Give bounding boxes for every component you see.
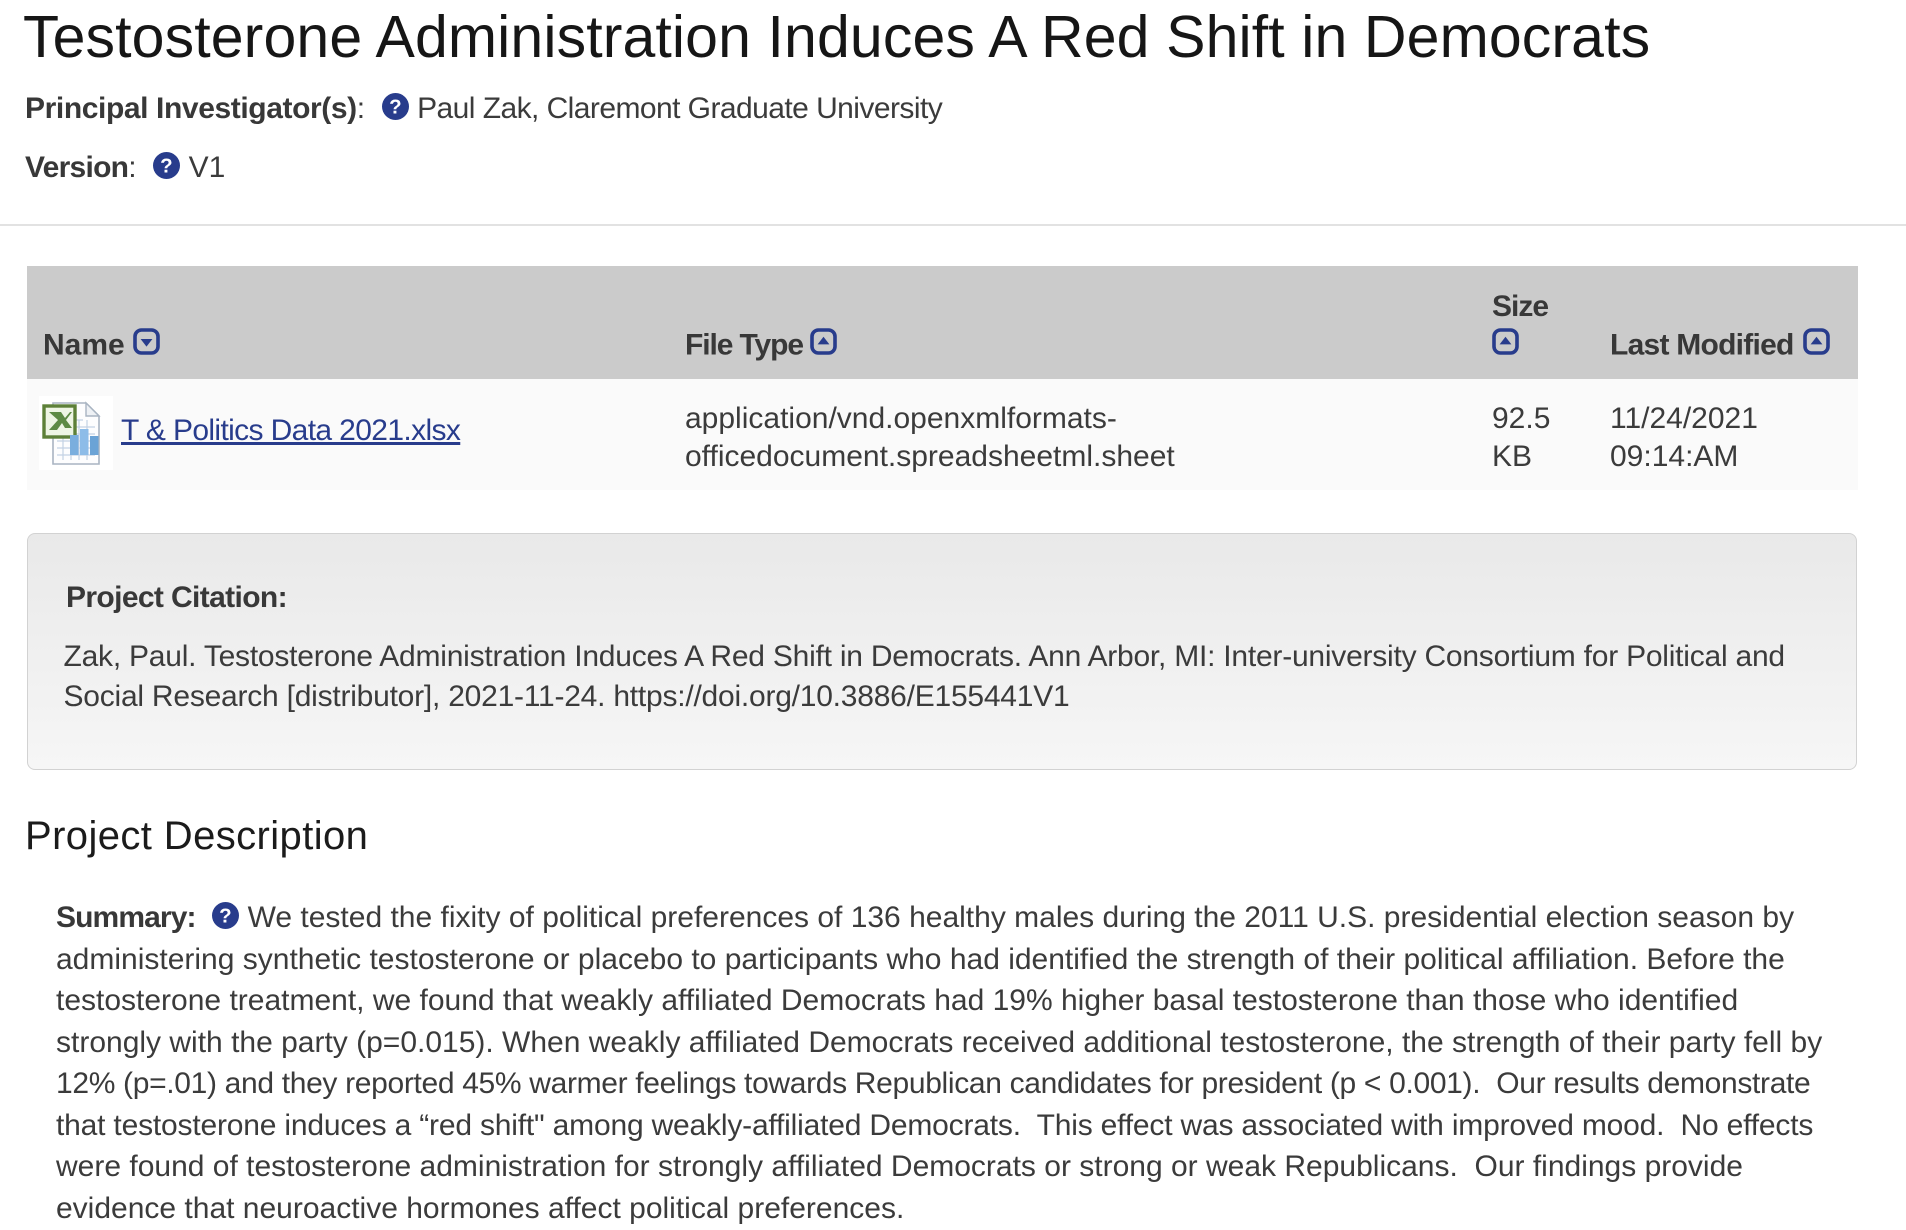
svg-text:?: ? — [160, 155, 173, 178]
svg-text:?: ? — [389, 96, 402, 119]
svg-text:?: ? — [219, 905, 232, 928]
